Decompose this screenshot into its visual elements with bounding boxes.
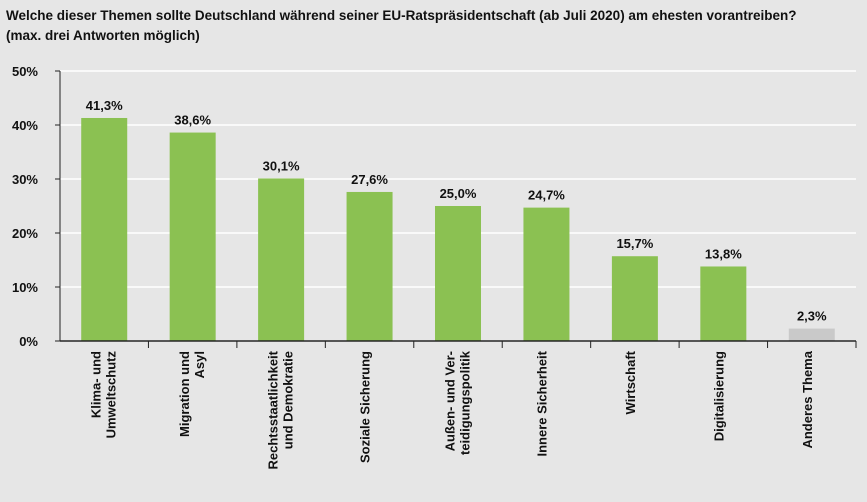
x-tick-label: Soziale Sicherung	[358, 351, 373, 463]
x-tick-label: Rechtsstaatlichkeitund Demokratie	[266, 350, 296, 469]
y-tick-label: 40%	[12, 118, 38, 133]
bar	[81, 117, 128, 341]
bar	[611, 256, 658, 341]
bar	[435, 206, 481, 341]
y-tick-label: 20%	[12, 226, 38, 241]
bar	[523, 207, 570, 341]
value-label: 27,6%	[351, 172, 388, 187]
y-tick-label: 50%	[12, 64, 38, 79]
value-label: 30,1%	[263, 158, 300, 173]
value-label: 13,8%	[705, 246, 742, 261]
value-label: 15,7%	[616, 236, 653, 251]
x-tick-label: Außen- und Ver-teidigungspolitik	[443, 350, 473, 455]
bar	[258, 178, 305, 341]
bar	[169, 132, 216, 341]
chart-title: Welche dieser Themen sollte Deutschland …	[6, 8, 797, 23]
bar	[346, 191, 393, 341]
value-label: 24,7%	[528, 188, 565, 203]
y-tick-label: 10%	[12, 280, 38, 295]
bar	[700, 266, 747, 341]
bar	[788, 328, 835, 341]
value-label: 25,0%	[440, 186, 477, 201]
x-tick-label: Digitalisierung	[711, 351, 726, 441]
x-tick-label: Migration undAsyl	[177, 351, 207, 437]
x-tick-label: Anderes Thema	[800, 350, 815, 448]
value-label: 38,6%	[174, 113, 211, 128]
x-tick-label: Klima- undUmweltschutz	[89, 351, 119, 439]
value-label: 2,3%	[797, 309, 827, 324]
value-label: 41,3%	[86, 98, 123, 113]
x-tick-label: Wirtschaft	[623, 350, 638, 414]
y-tick-label: 0%	[19, 334, 38, 349]
y-tick-label: 30%	[12, 172, 38, 187]
chart-subtitle: (max. drei Antworten möglich)	[6, 28, 200, 43]
x-tick-label: Innere Sicherheit	[534, 350, 549, 456]
